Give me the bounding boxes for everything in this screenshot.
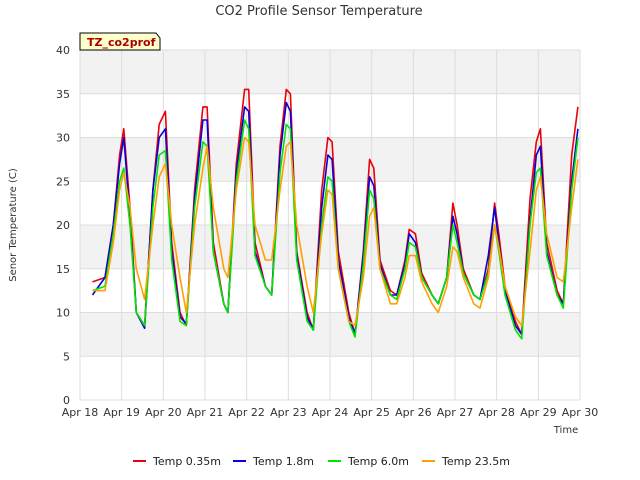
- series-line: [91, 101, 579, 336]
- y-tick-label: 0: [63, 394, 70, 407]
- x-tick-label: Apr 21: [187, 406, 224, 419]
- y-axis-ticks: 0 5 10 15 20 25 30 35 40: [56, 44, 70, 407]
- y-tick-label: 10: [56, 307, 70, 320]
- x-tick-label: Apr 27: [437, 406, 474, 419]
- site-label-box: TZ_co2prof: [79, 32, 161, 51]
- y-tick-label: 35: [56, 88, 70, 101]
- y-axis-label: Senor Temperature (C): [8, 168, 19, 282]
- y-tick-label: 25: [56, 175, 70, 188]
- y-tick-label: 40: [56, 44, 70, 57]
- legend: Temp 0.35m Temp 1.8m Temp 6.0m Temp 23.5m: [133, 455, 510, 468]
- x-tick-label: Apr 25: [353, 406, 390, 419]
- x-tick-label: Apr 24: [312, 406, 349, 419]
- x-tick-label: Apr 26: [395, 406, 432, 419]
- x-tick-label: Apr 18: [62, 406, 99, 419]
- y-tick-label: 15: [56, 263, 70, 276]
- x-axis-ticks: Apr 18 Apr 19 Apr 20 Apr 21 Apr 22 Apr 23 Apr …: [62, 406, 599, 419]
- x-tick-label: Apr 29: [520, 406, 557, 419]
- legend-label: Temp 6.0m: [347, 455, 409, 468]
- y-tick-label: 20: [56, 219, 70, 232]
- site-label: TZ_co2prof: [87, 36, 156, 49]
- legend-label: Temp 0.35m: [152, 455, 221, 468]
- y-tick-label: 5: [63, 350, 70, 363]
- chart-title: CO2 Profile Sensor Temperature: [215, 4, 422, 19]
- x-tick-label: Apr 20: [145, 406, 182, 419]
- x-tick-label: Apr 30: [562, 406, 599, 419]
- series-line: [92, 136, 579, 327]
- x-tick-label: Apr 19: [103, 406, 140, 419]
- legend-label: Temp 1.8m: [252, 455, 314, 468]
- legend-label: Temp 23.5m: [441, 455, 510, 468]
- y-tick-label: 30: [56, 132, 70, 145]
- x-tick-label: Apr 22: [228, 406, 265, 419]
- x-tick-label: Apr 28: [478, 406, 515, 419]
- series-lines: [91, 88, 579, 340]
- x-tick-label: Apr 23: [270, 406, 307, 419]
- x-axis-label: Time: [553, 425, 578, 436]
